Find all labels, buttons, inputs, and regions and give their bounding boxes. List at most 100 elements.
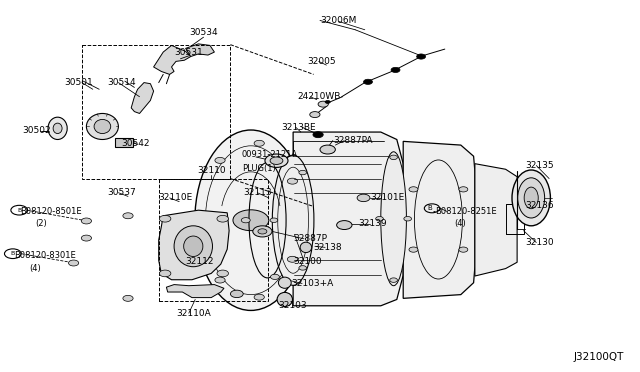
Ellipse shape (48, 117, 67, 140)
Text: 32112: 32112 (186, 257, 214, 266)
Circle shape (459, 187, 468, 192)
Text: B: B (11, 251, 15, 256)
Text: 32887PA: 32887PA (333, 136, 372, 145)
Polygon shape (475, 164, 517, 276)
Circle shape (391, 67, 400, 73)
Text: 32103+A: 32103+A (291, 279, 333, 288)
Circle shape (287, 256, 298, 262)
Circle shape (409, 187, 418, 192)
Text: 24210WB: 24210WB (298, 92, 341, 101)
Circle shape (241, 218, 250, 223)
Circle shape (159, 270, 171, 277)
Circle shape (254, 294, 264, 300)
Circle shape (325, 100, 330, 103)
Circle shape (417, 54, 426, 59)
Circle shape (123, 213, 133, 219)
Circle shape (265, 154, 288, 167)
Text: 32130: 32130 (525, 238, 554, 247)
Circle shape (409, 247, 418, 252)
Polygon shape (293, 132, 403, 306)
Text: 30514: 30514 (108, 78, 136, 87)
Text: 30501: 30501 (64, 78, 93, 87)
Circle shape (390, 278, 397, 282)
Ellipse shape (518, 178, 545, 218)
Circle shape (253, 226, 272, 237)
Ellipse shape (174, 226, 212, 267)
Text: 32110E: 32110E (159, 193, 193, 202)
Circle shape (254, 140, 264, 146)
Text: 32110A: 32110A (176, 309, 211, 318)
Circle shape (299, 266, 307, 270)
Circle shape (215, 157, 225, 163)
Circle shape (287, 178, 298, 184)
Circle shape (404, 217, 412, 221)
Text: 30531: 30531 (175, 48, 203, 57)
Text: 32136: 32136 (525, 201, 554, 210)
Text: 32101E: 32101E (370, 193, 404, 202)
Ellipse shape (278, 277, 291, 288)
Polygon shape (131, 83, 154, 113)
Text: 32138: 32138 (314, 243, 342, 252)
Ellipse shape (53, 123, 62, 134)
Text: (4): (4) (29, 264, 40, 273)
Ellipse shape (300, 242, 312, 253)
Circle shape (357, 194, 370, 202)
Ellipse shape (524, 187, 538, 209)
Circle shape (123, 295, 133, 301)
Polygon shape (159, 210, 229, 280)
Text: 3213BE: 3213BE (282, 123, 316, 132)
Text: B: B (428, 205, 433, 211)
Text: B08120-8301E: B08120-8301E (14, 251, 76, 260)
Ellipse shape (184, 236, 203, 257)
Circle shape (270, 218, 278, 222)
Bar (506, 204, 524, 234)
Text: (2): (2) (35, 219, 47, 228)
Polygon shape (115, 138, 133, 147)
Circle shape (258, 229, 267, 234)
Ellipse shape (381, 152, 406, 286)
Text: 30502: 30502 (22, 126, 51, 135)
Text: B: B (17, 208, 21, 213)
Text: J32100QT: J32100QT (573, 352, 624, 362)
Ellipse shape (273, 155, 314, 285)
Circle shape (233, 210, 269, 231)
Circle shape (68, 260, 79, 266)
Text: 32100: 32100 (293, 257, 322, 266)
Circle shape (230, 290, 243, 298)
Text: 32113: 32113 (243, 188, 272, 197)
Circle shape (270, 157, 283, 164)
Text: 32139: 32139 (358, 219, 387, 228)
Ellipse shape (86, 113, 118, 140)
Text: 32135: 32135 (525, 161, 554, 170)
Ellipse shape (512, 170, 550, 226)
Text: 32006M: 32006M (320, 16, 356, 25)
Bar (159, 179, 268, 301)
Text: 32887P: 32887P (293, 234, 327, 243)
Circle shape (318, 101, 328, 107)
Circle shape (81, 235, 92, 241)
Polygon shape (186, 44, 214, 57)
Polygon shape (403, 141, 475, 298)
Text: 30534: 30534 (189, 28, 218, 37)
Polygon shape (154, 45, 191, 74)
Polygon shape (166, 285, 224, 298)
Circle shape (271, 161, 280, 166)
Text: 32005: 32005 (307, 57, 336, 66)
Circle shape (159, 215, 171, 222)
Text: PLUG(1): PLUG(1) (242, 164, 276, 173)
Text: B08120-8251E: B08120-8251E (435, 207, 497, 216)
Circle shape (271, 274, 280, 279)
Circle shape (310, 112, 320, 118)
Circle shape (337, 221, 352, 230)
Circle shape (299, 170, 307, 175)
Text: 32110: 32110 (197, 166, 225, 175)
Text: 32103: 32103 (278, 301, 307, 310)
Text: (4): (4) (454, 219, 466, 228)
Circle shape (217, 270, 228, 277)
Ellipse shape (277, 292, 292, 307)
Ellipse shape (94, 119, 111, 134)
Text: 30537: 30537 (108, 188, 136, 197)
Text: 30542: 30542 (122, 139, 150, 148)
Circle shape (459, 247, 468, 252)
Circle shape (320, 145, 335, 154)
